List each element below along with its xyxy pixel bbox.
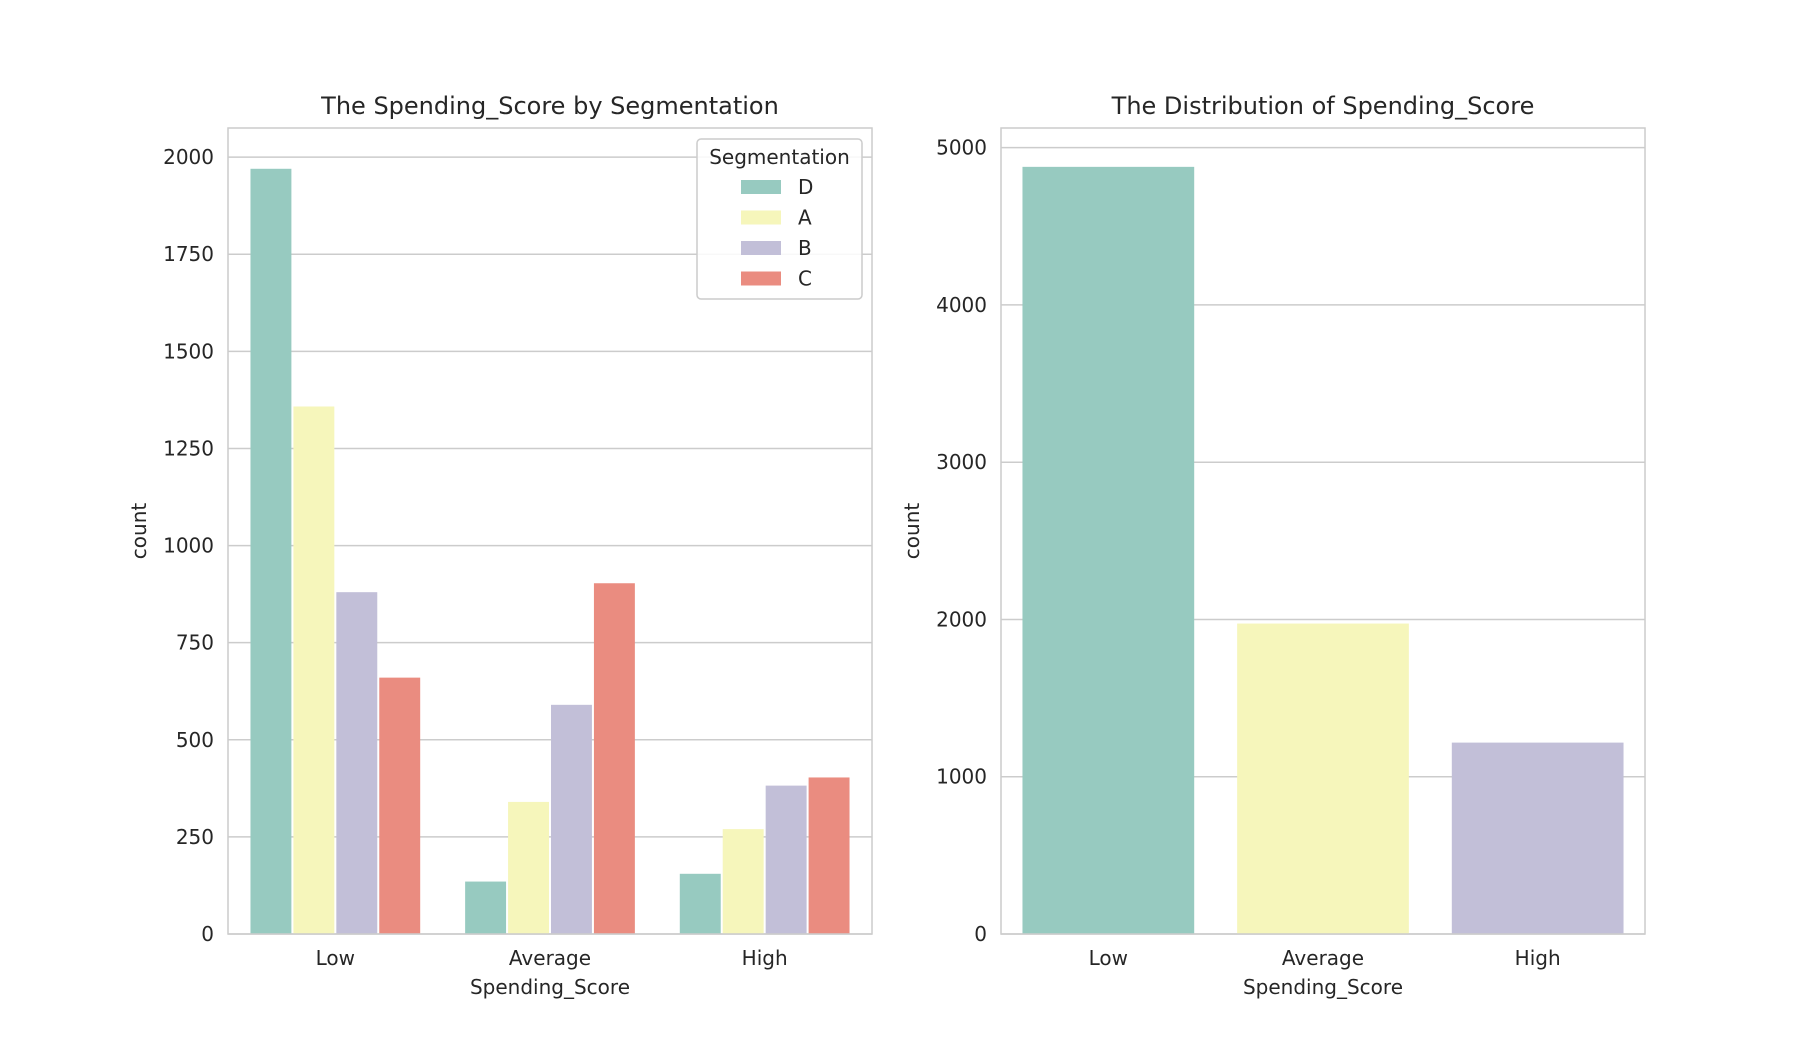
x-axis-label: Spending_Score [470, 975, 630, 999]
bar-C-average [593, 583, 635, 934]
x-tick-label: Average [1282, 946, 1364, 970]
legend-swatch-D [741, 180, 781, 194]
bar-A-low [293, 406, 335, 935]
chart-title: The Distribution of Spending_Score [1111, 92, 1535, 120]
y-tick-label: 1000 [163, 534, 214, 558]
y-tick-label: 2000 [936, 607, 987, 631]
bars [1022, 166, 1624, 934]
legend-label-A: A [798, 206, 812, 230]
x-tick-label: Average [509, 946, 591, 970]
y-tick-label: 4000 [936, 293, 987, 317]
bar-B-high [765, 785, 807, 934]
y-tick-label: 0 [201, 922, 214, 946]
y-axis-label: count [127, 503, 151, 560]
y-tick-label: 500 [176, 728, 214, 752]
bar-average [1237, 623, 1409, 934]
bar-D-low [250, 168, 292, 935]
bar-B-average [551, 704, 592, 934]
x-tick-label: High [742, 946, 788, 970]
y-tick-label: 0 [974, 922, 987, 946]
bar-D-average [465, 881, 507, 934]
bar-low [1022, 166, 1195, 934]
bar-C-high [808, 777, 850, 934]
plot-frame [1000, 127, 1646, 935]
y-tick-label: 1250 [163, 436, 214, 460]
legend-label-B: B [798, 236, 812, 260]
y-tick-label: 2000 [163, 145, 214, 169]
legend-title: Segmentation [709, 145, 850, 169]
x-axis-label: Spending_Score [1243, 975, 1403, 999]
y-tick-label: 1750 [163, 242, 214, 266]
bar-D-high [679, 873, 721, 934]
y-tick-label: 3000 [936, 450, 987, 474]
x-tick-label: Low [316, 946, 355, 970]
x-tick-label: Low [1089, 946, 1128, 970]
grid-lines [228, 156, 872, 935]
plot-frame [227, 127, 873, 935]
bar-C-low [379, 677, 421, 934]
bar-high [1451, 742, 1624, 934]
legend-label-C: C [798, 267, 812, 291]
y-tick-labels: 0 250 500 750 1000 1250 1500 1750 2000 [163, 145, 214, 946]
legend-swatch-C [741, 271, 781, 286]
y-tick-label: 1000 [936, 765, 987, 789]
y-tick-label: 1500 [163, 339, 214, 363]
bar-B-low [336, 592, 378, 934]
chart-title: The Spending_Score by Segmentation [320, 92, 779, 120]
legend-swatch-B [741, 241, 781, 255]
bar-A-average [508, 801, 549, 934]
x-tick-labels: Low Average High [316, 946, 788, 970]
bar-A-high [722, 829, 764, 934]
bars [250, 168, 850, 935]
y-tick-label: 750 [176, 631, 214, 655]
chart-distribution-spending-score: 0 1000 2000 3000 4000 5000 Low Average High The… [900, 92, 1646, 999]
x-tick-label: High [1515, 946, 1561, 970]
legend-label-D: D [798, 175, 813, 199]
chart-spending-by-segmentation: 0 250 500 750 1000 1250 1500 1750 2000 Low Averag… [127, 92, 873, 999]
x-tick-labels: Low Average High [1089, 946, 1561, 970]
y-tick-labels: 0 1000 2000 3000 4000 5000 [936, 136, 987, 946]
legend-swatch-A [741, 210, 781, 225]
y-tick-label: 5000 [936, 136, 987, 160]
y-axis-label: count [900, 503, 924, 560]
y-tick-label: 250 [176, 825, 214, 849]
